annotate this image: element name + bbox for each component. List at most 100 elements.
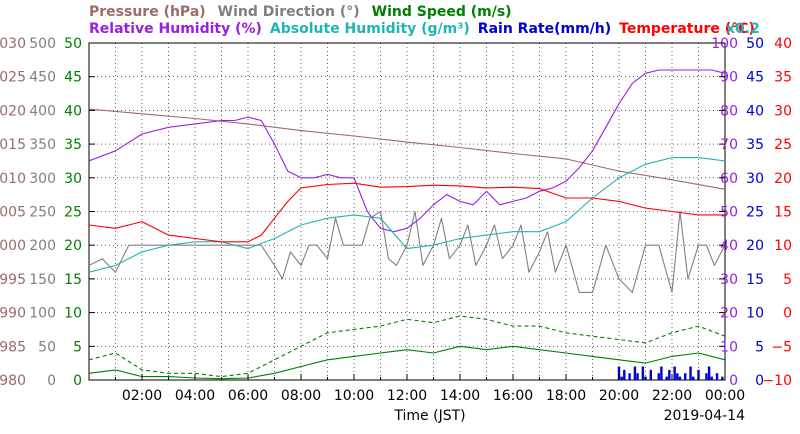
pressure-tick-label: 980 — [0, 373, 26, 389]
wind_direction-tick-label: 200 — [29, 238, 56, 254]
temperature-tick-label: −5 — [771, 339, 792, 355]
wind_speed-tick-label: 25 — [64, 205, 82, 221]
rain_rate-tick-label: 0 — [755, 373, 764, 389]
wind_direction-tick-label: 350 — [29, 137, 56, 153]
x-tick-label: 08:00 — [281, 388, 321, 404]
relative_humidity-tick-label: 10 — [720, 339, 738, 355]
rain_rate-tick-label: 15 — [746, 272, 764, 288]
pressure-tick-label: 1030 — [0, 36, 26, 52]
series-line-5 — [88, 69, 726, 233]
relative_humidity-tick-label: 50 — [720, 205, 738, 221]
rain-bar — [628, 373, 631, 380]
pressure-tick-label: 995 — [0, 272, 26, 288]
pressure-tick-label: 1005 — [0, 205, 26, 221]
legend-1: Relative Humidity (%) — [89, 21, 262, 37]
rain_rate-tick-label: 20 — [746, 238, 764, 254]
relative_humidity-tick-label: 30 — [720, 272, 738, 288]
x-tick-label: 20:00 — [599, 388, 639, 404]
rain_rate-tick-label: 50 — [746, 36, 764, 52]
x-axis-label: Time (JST) — [393, 408, 465, 424]
wind_speed-tick-label: 35 — [64, 137, 82, 153]
rain-bar — [657, 373, 660, 380]
relative_humidity-tick-label: 20 — [720, 306, 738, 322]
rain-bar — [641, 366, 645, 380]
temperature-tick-label: 35 — [774, 70, 792, 86]
legend-4: Temperature (°C) — [619, 21, 755, 37]
relative_humidity-tick-label: 100 — [711, 36, 738, 52]
wind_direction-tick-label: 450 — [29, 70, 56, 86]
x-tick-label: 10:00 — [334, 388, 374, 404]
wind_speed-tick-label: 40 — [64, 103, 82, 119]
wind_speed-tick-label: 50 — [64, 36, 82, 52]
legend-2: Absolute Humidity (g/m³) — [270, 21, 470, 37]
wind_direction-tick-label: 250 — [29, 205, 56, 221]
rain-bar — [633, 366, 637, 380]
rain-bar — [684, 373, 687, 380]
rain-bar — [705, 373, 708, 380]
x-tick-label: 22:00 — [652, 388, 692, 404]
rain_rate-tick-label: 10 — [746, 306, 764, 322]
wind_direction-tick-label: 150 — [29, 272, 56, 288]
rain_rate-tick-label: 35 — [746, 137, 764, 153]
rain_rate-tick-label: 5 — [755, 339, 764, 355]
relative_humidity-tick-label: 60 — [720, 171, 738, 187]
rain-bar — [668, 369, 671, 380]
rain-bar — [660, 366, 663, 380]
wind_direction-tick-label: 400 — [29, 103, 56, 119]
rain-bar — [697, 369, 700, 380]
grid-lines — [89, 43, 725, 380]
series-line-6 — [88, 157, 726, 273]
date-label: 2019-04-14 — [664, 408, 745, 424]
rain-bar — [678, 376, 682, 380]
title-row-2: Relative Humidity (%) Absolute Humidity (… — [89, 21, 760, 37]
x-tick-label: 18:00 — [546, 388, 586, 404]
legend-5: x0.2 — [726, 21, 760, 37]
rain-bar — [676, 373, 679, 380]
temperature-tick-label: 0 — [783, 306, 792, 322]
temperature-tick-label: 25 — [774, 137, 792, 153]
wind_direction-tick-label: 300 — [29, 171, 56, 187]
rain-bar — [707, 366, 711, 380]
rain-bar — [692, 376, 695, 380]
temperature-tick-label: 5 — [783, 272, 792, 288]
x-tick-label: 16:00 — [493, 388, 533, 404]
series-line-4 — [88, 315, 726, 378]
relative_humidity-tick-label: 40 — [720, 238, 738, 254]
temperature-tick-label: 20 — [774, 171, 792, 187]
pressure-tick-label: 1025 — [0, 70, 26, 86]
title-row-1: Pressure (hPa) Wind Direction (°) Wind Spe… — [89, 4, 512, 20]
title-1: Pressure (hPa) — [89, 4, 206, 20]
wind_speed-tick-label: 45 — [64, 70, 82, 86]
pressure-tick-label: 990 — [0, 306, 26, 322]
rain-bar — [617, 366, 621, 380]
wind_direction-tick-label: 0 — [47, 373, 56, 389]
relative_humidity-tick-label: 80 — [720, 103, 738, 119]
relative_humidity-tick-label: 70 — [720, 137, 738, 153]
title-2: Wind Direction (°) — [218, 4, 360, 20]
temperature-tick-label: 15 — [774, 205, 792, 221]
x-tick-labels: 02:00 04:00 06:00 08:00 10:00 12:00 14:00 16:00… — [122, 388, 745, 404]
rain-bar — [649, 369, 652, 380]
series-line-2 — [88, 210, 726, 293]
rain-bar — [715, 373, 719, 380]
rain_rate-tick-label: 40 — [746, 103, 764, 119]
rain-bar — [689, 366, 692, 380]
x-tick-label: 14:00 — [440, 388, 480, 404]
temperature-tick-label: 40 — [774, 36, 792, 52]
wind_direction-tick-label: 500 — [29, 36, 56, 52]
wind_direction-tick-label: 50 — [38, 339, 56, 355]
x-tick-label: 02:00 — [122, 388, 162, 404]
legend-3: Rain Rate(mm/h) — [478, 21, 611, 37]
rain-bar — [636, 373, 639, 380]
wind_speed-tick-label: 15 — [64, 272, 82, 288]
title-3: Wind Speed (m/s) — [372, 4, 512, 20]
x-tick-label: 12:00 — [387, 388, 427, 404]
x-tick-label: 04:00 — [175, 388, 215, 404]
pressure-tick-label: 1010 — [0, 171, 26, 187]
x-tick-label: 00:00 — [705, 388, 745, 404]
axes-layer: 9809859909951000100510101015102010251030… — [0, 36, 792, 389]
